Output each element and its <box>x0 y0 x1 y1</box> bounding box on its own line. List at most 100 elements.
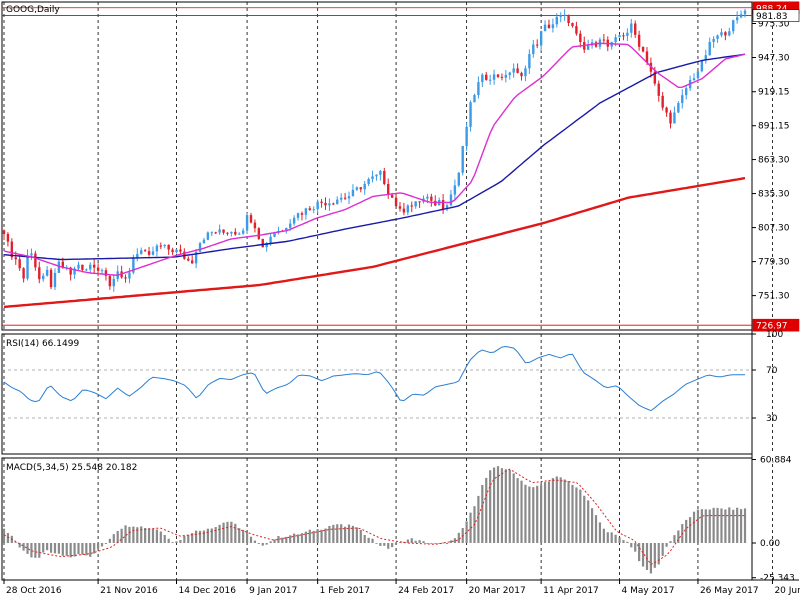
macd-bar <box>191 533 194 543</box>
candle-up <box>465 126 468 146</box>
macd-bar <box>563 479 566 543</box>
macd-bar <box>183 536 186 543</box>
pane-frame-0 <box>1 1 753 331</box>
candle-up <box>735 17 739 21</box>
candle-up <box>543 24 547 32</box>
macd-bar <box>708 509 711 543</box>
macd-bar <box>532 487 535 543</box>
macd-bar <box>677 530 680 543</box>
macd-bar <box>300 533 304 543</box>
candle-down <box>343 197 347 199</box>
macd-bar <box>89 542 92 557</box>
candle-up <box>508 72 511 75</box>
candle-down <box>622 35 625 37</box>
candle-up <box>559 15 562 17</box>
candle-up <box>677 103 680 113</box>
macd-bar <box>128 526 131 543</box>
macd-bar <box>147 528 151 543</box>
macd-bar <box>316 529 319 543</box>
macd-bar <box>22 542 25 551</box>
candle-up <box>289 223 292 228</box>
candle-down <box>653 71 657 84</box>
macd-bar <box>69 542 72 558</box>
candle-up <box>367 179 370 184</box>
macd-bar <box>336 524 339 543</box>
candle-down <box>402 208 406 213</box>
candle-up <box>528 54 531 69</box>
macd-bar <box>285 536 288 543</box>
macd-bar <box>736 507 739 543</box>
candle-down <box>359 187 362 190</box>
candle-up <box>488 79 492 81</box>
candle-up <box>379 170 382 175</box>
macd-bar <box>543 482 547 543</box>
candle-down <box>187 258 190 261</box>
macd-bar <box>453 538 456 543</box>
macd-bar <box>379 542 382 546</box>
macd-bar <box>93 542 96 554</box>
macd-bar <box>340 524 343 543</box>
candle-up <box>716 35 719 39</box>
macd-bar <box>6 533 10 543</box>
macd-bar <box>49 542 53 553</box>
macd-bar <box>351 525 355 543</box>
candle-down <box>332 203 335 205</box>
candle-down <box>49 269 53 288</box>
macd-bar <box>728 507 731 543</box>
macd-bar <box>485 477 488 543</box>
macd-bar <box>222 522 225 543</box>
candle-down <box>575 26 578 34</box>
macd-bar <box>238 528 241 543</box>
candle-up <box>238 233 241 235</box>
x-tick-label: 21 Nov 2016 <box>100 586 158 596</box>
x-tick-label: 11 Apr 2017 <box>543 586 599 596</box>
ma-slow-line <box>3 176 746 309</box>
price-label: 981.83 <box>756 12 788 22</box>
candle-up <box>477 82 480 95</box>
macd-bar <box>630 542 633 548</box>
macd-bar <box>579 489 582 543</box>
candle-up <box>708 41 711 56</box>
candle-down <box>190 260 194 264</box>
macd-bar <box>743 508 747 543</box>
candle-down <box>308 208 312 210</box>
candle-up <box>732 20 735 32</box>
price-label-box <box>752 9 800 22</box>
price-label-box <box>752 318 800 332</box>
macd-bar <box>124 525 127 543</box>
candle-up <box>241 230 245 234</box>
macd-bar <box>634 542 637 552</box>
candle-up <box>155 245 159 252</box>
candle-up <box>336 199 339 205</box>
candle-up <box>739 14 743 18</box>
x-tick-label: 20 Jun 2017 <box>774 586 800 596</box>
macd-bar <box>492 467 496 543</box>
macd-bar <box>167 538 170 543</box>
candle-up <box>42 275 45 280</box>
macd-bar <box>249 536 253 543</box>
candle-down <box>234 231 237 235</box>
macd-bar <box>481 484 484 543</box>
macd-bar <box>363 535 366 543</box>
x-tick-label: 24 Feb 2017 <box>398 586 454 596</box>
candle-up <box>539 31 543 46</box>
candle-down <box>536 44 539 46</box>
macd-bar <box>383 542 386 546</box>
candle-up <box>406 205 410 213</box>
macd-bar <box>293 533 296 543</box>
candle-up <box>692 78 696 80</box>
macd-bar <box>567 481 570 543</box>
candle-up <box>630 23 633 33</box>
candle-down <box>390 194 394 198</box>
macd-bar <box>426 542 429 544</box>
macd-bar <box>689 517 692 543</box>
candle-up <box>461 145 464 173</box>
macd-bar <box>73 542 76 557</box>
macd-bar <box>524 484 527 543</box>
macd-bar <box>559 477 562 543</box>
candle-down <box>159 245 163 247</box>
pane-frame-2 <box>1 457 753 581</box>
candle-down <box>300 213 304 215</box>
macd-bar <box>30 542 33 558</box>
